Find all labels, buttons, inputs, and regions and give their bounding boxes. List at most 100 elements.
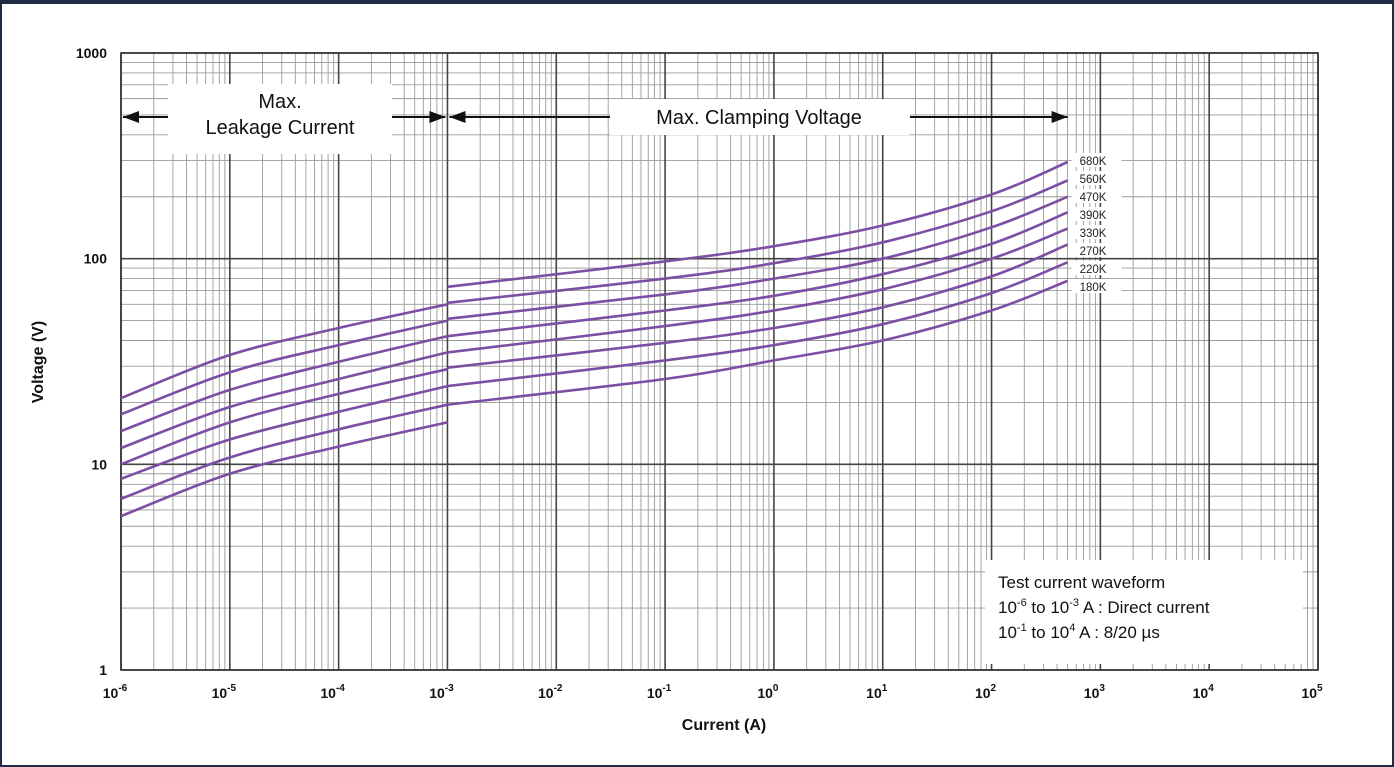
series-line-330k-leakage <box>120 367 448 466</box>
series-label-bg <box>1071 207 1122 221</box>
series-line-390k-leakage <box>120 351 448 450</box>
series-lines <box>120 160 1069 518</box>
x-tick-exponent: -4 <box>336 683 345 694</box>
series-line-220k-clamping <box>447 261 1069 388</box>
x-tick-base: 10 <box>538 685 554 701</box>
x-tick-label: 10-4 <box>320 683 345 701</box>
note-exponent: -3 <box>1069 597 1079 609</box>
x-tick-exponent: 0 <box>773 683 779 694</box>
leakage-label-line-2: Leakage Current <box>206 117 355 139</box>
x-tick-label: 100 <box>757 683 779 701</box>
x-tick-label: 10-2 <box>538 683 563 701</box>
x-tick-exponent: -5 <box>227 683 236 694</box>
note-text: A : 8/20 µs <box>1075 623 1159 642</box>
series-line-390k-clamping <box>447 211 1069 338</box>
series-line-470k-leakage <box>120 334 448 433</box>
note-text: 10 <box>998 623 1017 642</box>
x-tick-base: 10 <box>975 685 991 701</box>
series-label-bg <box>1071 279 1122 293</box>
x-tick-base: 10 <box>320 685 336 701</box>
x-tick-base: 10 <box>429 685 445 701</box>
series-label-bg <box>1071 171 1122 185</box>
series-line-180k-clamping <box>447 279 1069 406</box>
note-line-1: Test current waveform <box>998 573 1165 592</box>
x-tick-label: 101 <box>866 683 888 701</box>
series-label-bg <box>1071 189 1122 203</box>
arrow-head <box>1051 111 1068 123</box>
note-text: 10 <box>998 598 1017 617</box>
region-annotations: Max. Leakage Current Max. Clamping Voltage <box>123 84 1068 154</box>
x-tick-exponent: 3 <box>1099 683 1105 694</box>
series-line-270k-leakage <box>120 384 448 481</box>
x-tick-base: 10 <box>103 685 119 701</box>
series-line-680k-clamping <box>447 160 1069 289</box>
x-tick-label: 104 <box>1193 683 1215 701</box>
x-tick-base: 10 <box>1193 685 1209 701</box>
series-line-330k-clamping <box>447 227 1069 354</box>
x-tick-label: 105 <box>1301 683 1323 701</box>
x-tick-label: 102 <box>975 683 997 701</box>
series-line-220k-leakage <box>120 403 448 501</box>
y-tick-label: 100 <box>84 251 108 267</box>
y-tick-label: 1000 <box>76 45 107 61</box>
series-label-560k: 560K <box>1080 174 1107 186</box>
leakage-label-line-1: Max. <box>258 91 301 113</box>
note-box <box>985 560 1303 664</box>
x-tick-label: 10-5 <box>212 683 237 701</box>
x-tick-base: 10 <box>212 685 228 701</box>
x-tick-base: 10 <box>1084 685 1100 701</box>
series-label-bg <box>1071 243 1122 257</box>
series-label-390k: 390K <box>1080 210 1107 222</box>
y-axis-label: Voltage (V) <box>30 321 47 403</box>
tick-labels: 10-6 10-5 10-4 10-3 10-2 10-1 100 101 102 103 104 1… <box>76 45 1323 701</box>
leakage-label-box <box>168 84 392 154</box>
arrow-head <box>449 111 466 123</box>
series-line-180k-leakage <box>120 421 448 518</box>
arrow-head <box>123 111 139 123</box>
x-tick-exponent: -2 <box>554 683 563 694</box>
note-text: A : Direct current <box>1079 598 1210 617</box>
x-tick-base: 10 <box>647 685 663 701</box>
series-line-680k-leakage <box>120 303 448 400</box>
clamping-label-box <box>610 99 910 135</box>
series-line-270k-clamping <box>447 243 1069 369</box>
x-tick-exponent: -6 <box>118 683 127 694</box>
series-labels: 680K 560K 470K 390K 330K 270K 220K 180K <box>1071 153 1122 294</box>
note-text: Test current waveform <box>998 573 1165 592</box>
x-tick-label: 103 <box>1084 683 1106 701</box>
x-tick-label: 10-1 <box>647 683 672 701</box>
x-tick-base: 10 <box>757 685 773 701</box>
clamping-label: Max. Clamping Voltage <box>656 107 862 129</box>
x-axis-label: Current (A) <box>682 717 766 734</box>
x-tick-exponent: 1 <box>882 683 888 694</box>
series-line-560k-leakage <box>120 319 448 416</box>
series-line-560k-clamping <box>447 179 1069 305</box>
note-exponent: -6 <box>1017 597 1027 609</box>
note-exponent: -1 <box>1017 622 1027 634</box>
series-label-bg <box>1071 153 1122 167</box>
note-line-2: 10-6 to 10-3 A : Direct current <box>998 597 1210 617</box>
y-tick-label: 1 <box>99 662 107 678</box>
note-exponent: 4 <box>1069 622 1075 634</box>
x-tick-base: 10 <box>866 685 882 701</box>
x-tick-exponent: -1 <box>662 683 671 694</box>
series-label-330k: 330K <box>1080 228 1107 240</box>
note-line-3: 10-1 to 104 A : 8/20 µs <box>998 622 1160 642</box>
note-text: to 10 <box>1027 623 1070 642</box>
x-tick-label: 10-6 <box>103 683 128 701</box>
x-tick-label: 10-3 <box>429 683 454 701</box>
x-tick-base: 10 <box>1301 685 1317 701</box>
x-tick-exponent: 5 <box>1317 683 1323 694</box>
note-text: to 10 <box>1027 598 1070 617</box>
series-label-bg <box>1071 225 1122 239</box>
series-label-270k: 270K <box>1080 246 1107 258</box>
series-label-bg <box>1071 261 1122 275</box>
series-label-470k: 470K <box>1080 192 1107 204</box>
series-label-220k: 220K <box>1080 264 1107 276</box>
y-tick-label: 10 <box>91 456 107 472</box>
series-label-680k: 680K <box>1080 156 1107 168</box>
x-tick-exponent: 4 <box>1208 683 1214 694</box>
